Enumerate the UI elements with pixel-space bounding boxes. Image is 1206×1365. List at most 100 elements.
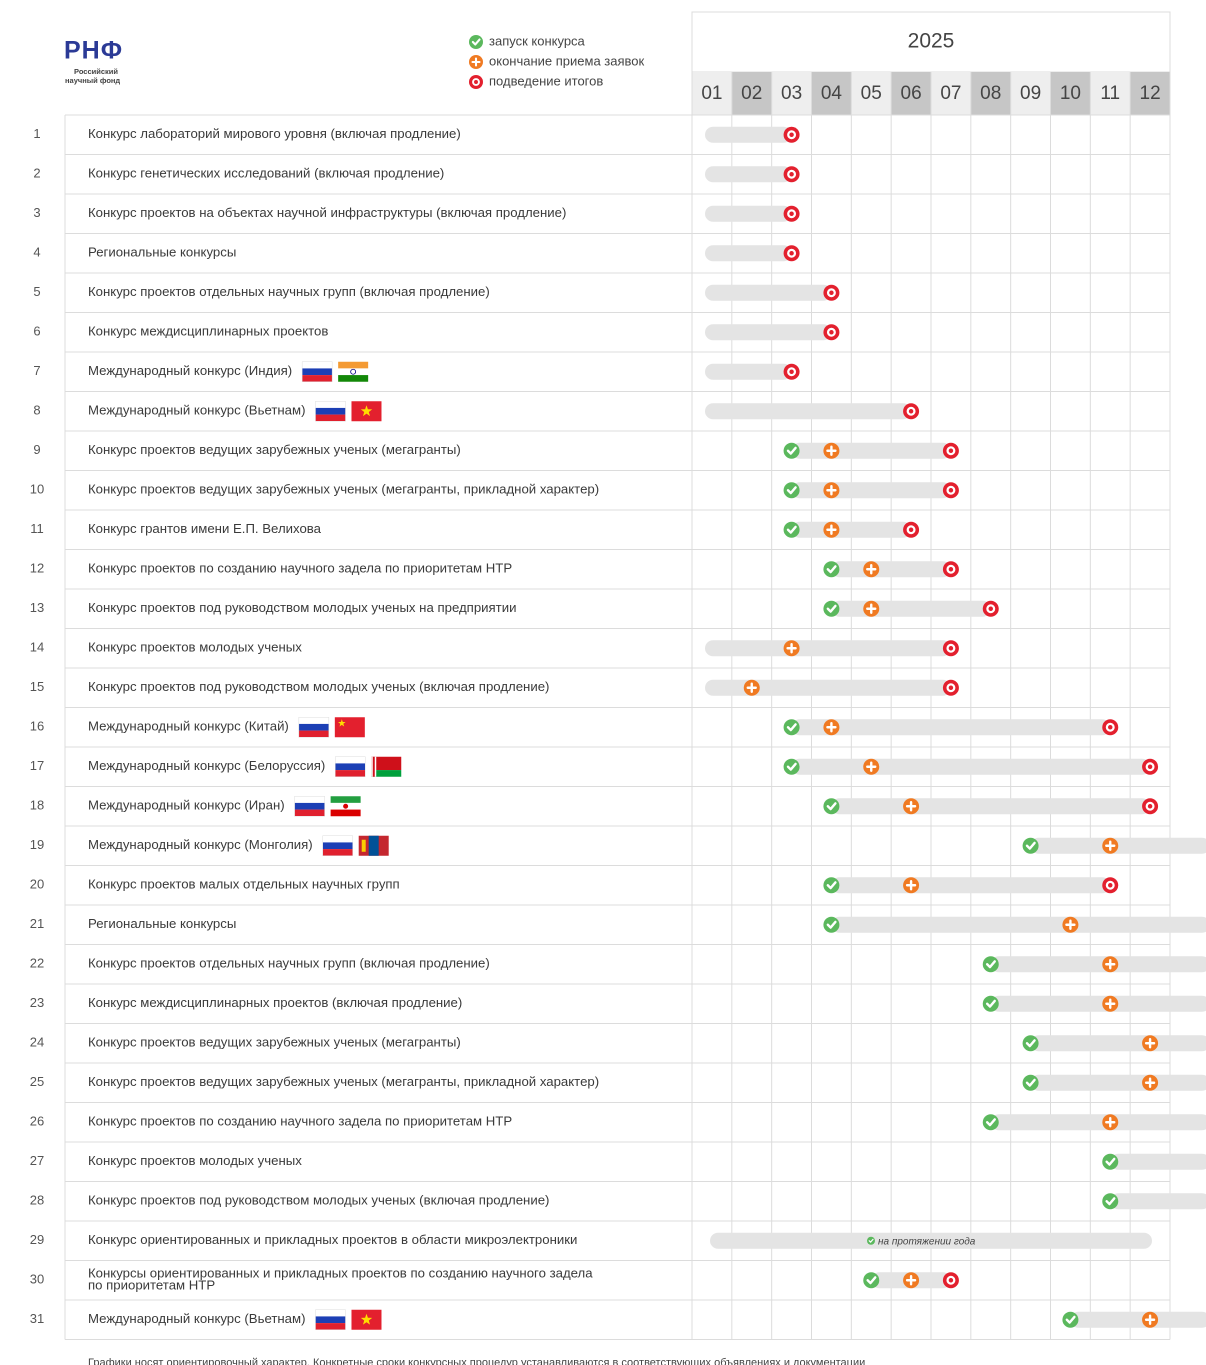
period-bar: [705, 205, 792, 222]
flag-part: [298, 730, 329, 738]
row-name: Международный конкурс (Вьетнам): [88, 1311, 305, 1326]
marker-deadline: [783, 640, 800, 657]
icon-circle: [783, 442, 800, 459]
marker-launch: [982, 956, 999, 973]
icon-check: [471, 38, 481, 46]
month-label: 07: [940, 83, 961, 104]
marker-deadline: [903, 877, 920, 894]
period-bar: [831, 561, 951, 578]
flag-part: [294, 809, 325, 817]
icon-check: [786, 525, 797, 534]
month-label: 12: [1140, 83, 1161, 104]
row-name: Конкурс междисциплинарных проектов: [88, 324, 328, 339]
month-cell: [1130, 72, 1170, 115]
marker-results: [942, 679, 959, 696]
icon-plus: [786, 643, 797, 654]
row-number: 8: [33, 403, 40, 418]
icon-check: [786, 723, 797, 732]
icon-plus: [905, 1275, 917, 1286]
icon-check: [826, 802, 837, 811]
year: 2025: [908, 30, 955, 53]
row-name: Конкурсы ориентированных и прикладных пр…: [88, 1266, 593, 1281]
marker-results: [942, 561, 959, 578]
row-name: по приоритетам НТР: [88, 1278, 215, 1293]
icon-ring: [946, 683, 956, 693]
icon-ring: [826, 288, 836, 298]
period-bar: [1030, 1035, 1206, 1052]
flag-part: [338, 375, 369, 382]
icon-check: [786, 446, 797, 455]
logo-subtitle: Российский: [74, 67, 118, 76]
icon-plus: [826, 445, 837, 456]
row-number: 21: [30, 916, 44, 931]
marker-launch: [863, 1272, 880, 1289]
icon-plus: [1105, 840, 1116, 851]
legend-label: запуск конкурса: [489, 33, 586, 48]
row-name: Международный конкурс (Белоруссия): [88, 758, 325, 773]
icon-ring: [1105, 722, 1115, 732]
icon-circle: [942, 679, 959, 696]
flag-part: [338, 368, 369, 376]
flag-part: [298, 723, 329, 731]
icon-check: [1025, 841, 1036, 850]
icon-ring: [946, 564, 956, 574]
period-bar: [705, 403, 912, 420]
logo: РНФ: [64, 37, 123, 65]
icon-check: [985, 1118, 996, 1127]
row-number: 15: [30, 679, 44, 694]
flag-part: [334, 717, 365, 738]
row-name: Международный конкурс (Китай): [88, 719, 289, 734]
row-number: 17: [30, 758, 44, 773]
flag-part: [322, 835, 353, 843]
icon-ring: [1145, 762, 1155, 772]
row-number: 24: [30, 1035, 44, 1050]
flag-border: [301, 361, 333, 382]
icon-circle: [783, 205, 800, 222]
period-bar: [791, 719, 1111, 736]
icon-check: [985, 999, 996, 1008]
month-cell: [692, 72, 732, 115]
icon-ring: [787, 209, 797, 219]
flag-mn: [358, 835, 389, 856]
flag-border: [335, 756, 366, 777]
marker-deadline: [1102, 837, 1119, 854]
row-name: Конкурс проектов под руководством молоды…: [88, 600, 516, 615]
marker-launch: [867, 1236, 875, 1245]
legend-label: окончание приема заявок: [489, 53, 645, 68]
icon-circle: [982, 956, 999, 973]
flag-part: [298, 717, 329, 724]
marker-results: [823, 284, 840, 301]
period-bar: [1070, 1311, 1206, 1328]
row-name: Конкурс проектов под руководством молоды…: [88, 679, 549, 694]
row-name: Конкурс проектов ведущих зарубежных учен…: [88, 1035, 461, 1050]
flag-border: [315, 1309, 346, 1330]
flag-part: [361, 839, 366, 852]
marker-results: [942, 482, 959, 499]
flag-ir: [330, 796, 361, 817]
icon-circle: [942, 640, 959, 657]
flag-ru: [315, 401, 346, 422]
flag-cn: [334, 717, 365, 738]
month-label: 05: [861, 83, 882, 104]
marker-deadline: [1062, 916, 1079, 933]
flag-part: [350, 368, 357, 375]
marker-deadline: [1142, 1074, 1159, 1091]
row-name: Конкурс генетических исследований (включ…: [88, 166, 444, 181]
period-bar: [831, 916, 1206, 933]
flag-part: [368, 835, 379, 856]
period-bar: [990, 995, 1206, 1012]
flag-part: [335, 763, 366, 771]
flag-ru: [315, 1309, 346, 1330]
row-name: Конкурс проектов молодых ученых: [88, 640, 302, 655]
icon-check: [786, 486, 797, 495]
row-name: Конкурс проектов ведущих зарубежных учен…: [88, 482, 599, 497]
flag-star: [360, 1313, 373, 1325]
icon-ring: [946, 485, 956, 495]
period-bar: [1030, 1074, 1206, 1091]
icon-ring: [986, 604, 996, 614]
icon-ring: [906, 525, 916, 535]
icon-circle: [469, 35, 483, 49]
row-name: Региональные конкурсы: [88, 245, 236, 260]
flag-part: [315, 414, 346, 422]
period-bar: [791, 521, 912, 538]
